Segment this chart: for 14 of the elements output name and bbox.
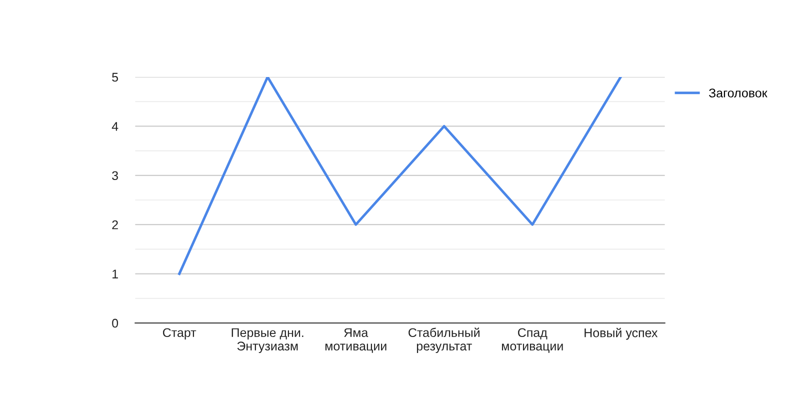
x-tick-label: Первые дни. Энтузиазм bbox=[232, 328, 304, 353]
y-tick-label: 4 bbox=[112, 122, 118, 131]
x-tick-label: Стабильный результат bbox=[408, 328, 480, 353]
y-tick-label: 5 bbox=[112, 72, 118, 82]
y-tick-label: 1 bbox=[112, 270, 118, 278]
x-tick-label: Спад мотивации bbox=[502, 328, 563, 353]
x-tick-label: Старт bbox=[162, 328, 196, 340]
y-tick-label: 0 bbox=[112, 318, 118, 328]
y-tick-label: 3 bbox=[112, 171, 118, 180]
y-tick-label: 2 bbox=[112, 220, 118, 230]
x-tick-label: Новый успех bbox=[584, 328, 658, 340]
line-series bbox=[178, 77, 622, 276]
x-tick-label: Яма мотивации bbox=[325, 328, 386, 353]
legend-label: Заголовок bbox=[708, 88, 768, 98]
